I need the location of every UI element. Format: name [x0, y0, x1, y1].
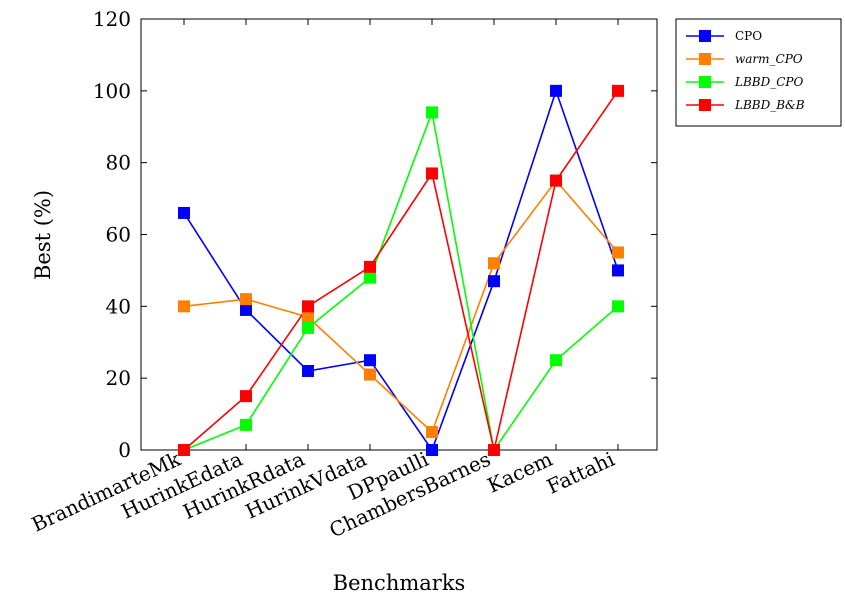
series-line: [183, 88, 619, 452]
legend-label: warm_CPO: [735, 52, 803, 66]
y-tick-label: 20: [106, 366, 131, 390]
plot-frame: [140, 18, 658, 451]
y-axis: 0 20 40 60 80 100 120: [93, 7, 657, 462]
data-point: [302, 311, 314, 324]
data-point: [364, 271, 376, 284]
legend-label: CPO: [735, 29, 762, 43]
data-point: [426, 426, 438, 439]
y-tick-label: 100: [93, 79, 131, 103]
y-axis-label: Best (%): [31, 190, 55, 280]
x-axis-label: Benchmarks: [333, 571, 466, 595]
data-point: [550, 174, 562, 187]
series-markers: [178, 84, 624, 456]
series-lines: [183, 88, 619, 453]
data-point: [240, 303, 252, 316]
data-point: [488, 275, 500, 288]
data-point: [612, 84, 624, 97]
data-point: [364, 354, 376, 367]
legend-label: LBBD_CPO: [734, 75, 803, 89]
data-point: [488, 444, 500, 456]
y-tick-label: 40: [106, 294, 131, 318]
data-point: [178, 300, 190, 313]
data-point: [302, 364, 314, 377]
y-tick-label: 120: [93, 7, 131, 31]
data-point: [240, 293, 252, 306]
y-tick-label: 80: [106, 151, 131, 175]
y-tick-label: 0: [118, 438, 131, 462]
data-point: [426, 167, 438, 180]
data-point: [364, 260, 376, 273]
data-point: [488, 257, 500, 270]
legend-swatch: [699, 53, 711, 65]
legend-label: LBBD_B&B: [734, 98, 805, 112]
data-point: [426, 106, 438, 119]
data-point: [612, 246, 624, 259]
y-tick-label: 60: [106, 223, 131, 247]
series-line: [183, 109, 619, 453]
data-point: [302, 300, 314, 313]
data-point: [302, 321, 314, 334]
data-point: [178, 444, 190, 456]
data-point: [550, 84, 562, 97]
legend: CPO warm_CPO LBBD_CPO LBBD_B&B: [675, 18, 842, 127]
data-point: [612, 300, 624, 313]
data-point: [178, 206, 190, 219]
legend-swatch: [699, 30, 711, 42]
data-point: [612, 264, 624, 277]
series-line: [183, 90, 619, 451]
x-tick-label: Fattahi: [543, 447, 618, 499]
data-point: [240, 390, 252, 403]
legend-swatch: [699, 99, 711, 111]
data-point: [364, 368, 376, 381]
legend-swatch: [699, 76, 711, 88]
data-point: [550, 354, 562, 367]
data-point: [240, 418, 252, 431]
data-point: [426, 444, 438, 456]
series-line: [183, 179, 619, 434]
